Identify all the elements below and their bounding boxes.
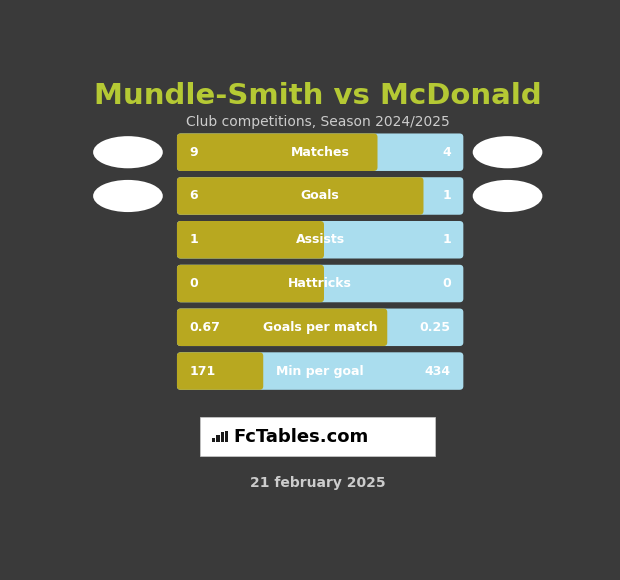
FancyBboxPatch shape (177, 352, 463, 390)
Text: FcTables.com: FcTables.com (234, 427, 369, 445)
Text: 1: 1 (442, 190, 451, 202)
Text: 4: 4 (442, 146, 451, 159)
Text: 1: 1 (442, 233, 451, 246)
Text: Club competitions, Season 2024/2025: Club competitions, Season 2024/2025 (186, 115, 450, 129)
Text: 9: 9 (190, 146, 198, 159)
Text: 6: 6 (190, 190, 198, 202)
FancyBboxPatch shape (177, 264, 324, 302)
Bar (221, 432, 224, 443)
FancyBboxPatch shape (177, 221, 463, 259)
Text: Mundle-Smith vs McDonald: Mundle-Smith vs McDonald (94, 82, 542, 110)
FancyBboxPatch shape (177, 264, 463, 302)
FancyBboxPatch shape (177, 309, 463, 346)
FancyBboxPatch shape (177, 309, 388, 346)
Text: Assists: Assists (296, 233, 345, 246)
FancyBboxPatch shape (177, 133, 378, 171)
Ellipse shape (93, 180, 163, 212)
FancyBboxPatch shape (177, 177, 423, 215)
FancyBboxPatch shape (177, 177, 463, 215)
Text: 0: 0 (190, 277, 198, 290)
Text: Goals per match: Goals per match (263, 321, 378, 333)
Bar (216, 435, 219, 443)
Ellipse shape (472, 180, 542, 212)
Ellipse shape (93, 136, 163, 168)
Text: 0.25: 0.25 (420, 321, 451, 333)
Text: Matches: Matches (291, 146, 350, 159)
Text: 21 february 2025: 21 february 2025 (250, 476, 386, 490)
Text: 434: 434 (425, 365, 451, 378)
Bar (225, 431, 228, 443)
Text: Goals: Goals (301, 190, 340, 202)
Text: 1: 1 (190, 233, 198, 246)
Text: Min per goal: Min per goal (277, 365, 364, 378)
Bar (212, 438, 215, 443)
FancyBboxPatch shape (177, 352, 264, 390)
Text: 0.67: 0.67 (190, 321, 220, 333)
FancyBboxPatch shape (200, 417, 435, 456)
FancyBboxPatch shape (177, 133, 463, 171)
Text: 0: 0 (442, 277, 451, 290)
Text: 171: 171 (190, 365, 216, 378)
Ellipse shape (472, 136, 542, 168)
FancyBboxPatch shape (177, 221, 324, 259)
Text: Hattricks: Hattricks (288, 277, 352, 290)
